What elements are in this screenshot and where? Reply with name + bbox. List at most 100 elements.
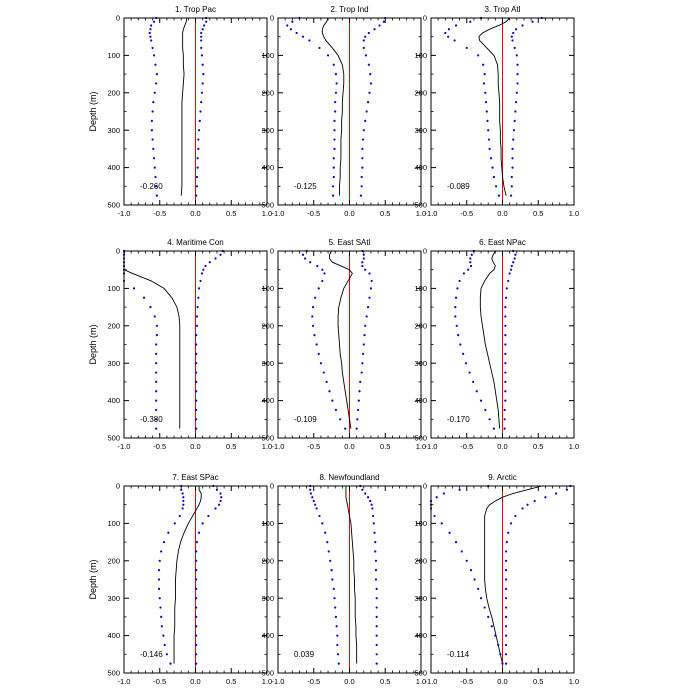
- y-tick-label: 200: [107, 321, 120, 330]
- y-tick-label: 300: [414, 594, 427, 603]
- upper-bound-point: [195, 427, 198, 430]
- mean-profile-line: [173, 486, 202, 664]
- upper-bound-point: [544, 496, 547, 499]
- x-tick-label: -1.0: [118, 677, 131, 686]
- lower-bound-point: [308, 39, 311, 42]
- lower-bound-point: [484, 101, 488, 104]
- lower-bound-point: [149, 28, 152, 31]
- lower-bound-point: [153, 91, 156, 94]
- x-tick-label: 1.0: [262, 209, 272, 218]
- x-tick-label: -0.5: [153, 442, 166, 451]
- upper-bound-point: [364, 119, 367, 122]
- y-tick-label: 400: [414, 163, 427, 172]
- upper-bound-point: [369, 73, 372, 76]
- lower-bound-point: [154, 63, 157, 66]
- upper-bound-point: [200, 272, 204, 275]
- upper-bound-point: [195, 408, 198, 412]
- upper-bound-point: [200, 35, 203, 38]
- lower-bound-point: [315, 343, 318, 346]
- x-tick-label: 0.0: [190, 677, 200, 686]
- upper-bound-point: [555, 492, 558, 495]
- upper-bound-point: [363, 334, 366, 337]
- lower-bound-point: [311, 315, 314, 318]
- panel-4: -1.0 -0.5 0.0 0.5 1.0 0 100 200 300 400 500 4. Mari…: [88, 238, 272, 451]
- upper-bound-point: [197, 138, 200, 141]
- lower-bound-point: [309, 488, 312, 491]
- upper-bound-point: [199, 279, 202, 283]
- upper-bound-point: [195, 559, 198, 562]
- lower-bound-point: [469, 20, 472, 23]
- upper-bound-point: [514, 110, 517, 113]
- lower-bound-point: [491, 166, 494, 169]
- lower-bound-point: [155, 408, 158, 412]
- x-tick-label: -0.5: [460, 209, 473, 218]
- lower-bound-point: [453, 39, 456, 42]
- upper-bound-point: [504, 334, 507, 337]
- lower-bound-point: [477, 587, 480, 590]
- lower-bound-point: [465, 46, 468, 50]
- lower-bound-point: [335, 625, 338, 628]
- lower-bound-point: [334, 408, 338, 412]
- y-tick-label: 100: [107, 51, 120, 60]
- lower-bound-point: [311, 324, 315, 327]
- panel-8: -1.0 -0.5 0.0 0.5 1.0 0 100 200 300 400 500 8. Newf…: [261, 473, 426, 686]
- upper-bound-point: [371, 507, 374, 510]
- mean-profile-line: [479, 250, 501, 429]
- upper-bound-point: [509, 268, 513, 271]
- y-axis-label: Depth (m): [88, 324, 98, 364]
- upper-bound-point: [370, 279, 373, 283]
- upper-bound-point: [512, 129, 516, 132]
- upper-bound-point: [504, 634, 508, 637]
- correlation-annotation: -0.146: [140, 650, 163, 659]
- upper-bound-point: [370, 503, 373, 506]
- x-tick-label: -1.0: [425, 442, 438, 451]
- upper-bound-point: [195, 380, 198, 383]
- lower-bound-point: [155, 362, 158, 365]
- upper-bound-point: [366, 496, 370, 499]
- lower-bound-point: [157, 569, 161, 572]
- upper-bound-point: [204, 264, 207, 268]
- upper-bound-point: [195, 334, 198, 337]
- lower-bound-point: [313, 334, 316, 337]
- lower-bound-point: [333, 138, 336, 141]
- upper-bound-point: [195, 587, 198, 590]
- x-tick-label: 1.0: [416, 677, 426, 686]
- upper-bound-point: [513, 119, 516, 122]
- lower-bound-point: [150, 39, 153, 42]
- lower-bound-point: [182, 503, 185, 506]
- upper-bound-point: [510, 35, 513, 38]
- upper-bound-point: [513, 46, 516, 50]
- upper-bound-point: [195, 662, 198, 665]
- upper-bound-point: [195, 615, 198, 619]
- lower-bound-point: [155, 334, 158, 337]
- lower-bound-point: [337, 662, 340, 665]
- y-tick-label: 400: [414, 396, 427, 405]
- upper-bound-point: [205, 20, 208, 23]
- upper-bound-point: [504, 390, 507, 393]
- panel-5: -1.0 -0.5 0.0 0.5 1.0 0 100 200 300 400 500 5. East…: [261, 238, 426, 451]
- x-tick-label: 0.0: [344, 677, 354, 686]
- panel-title: 9. Arctic: [488, 473, 516, 482]
- upper-bound-point: [375, 662, 378, 665]
- lower-bound-point: [159, 606, 162, 609]
- lower-bound-point: [333, 147, 336, 150]
- upper-bound-point: [195, 418, 198, 421]
- lower-bound-point: [317, 287, 320, 290]
- upper-bound-point: [533, 499, 536, 503]
- lower-bound-point: [336, 634, 339, 637]
- lower-bound-point: [454, 24, 458, 27]
- x-tick-label: 0.0: [497, 209, 507, 218]
- lower-bound-point: [479, 597, 483, 600]
- upper-bound-point: [364, 492, 367, 495]
- lower-bound-point: [334, 91, 338, 94]
- upper-bound-point: [378, 24, 381, 27]
- x-tick-label: -1.0: [118, 209, 131, 218]
- lower-bound-point: [479, 399, 483, 402]
- lower-bound-point: [486, 119, 489, 122]
- lower-bound-point: [462, 272, 465, 275]
- lower-bound-point: [501, 662, 504, 665]
- upper-bound-point: [515, 54, 518, 57]
- upper-bound-point: [197, 531, 201, 534]
- upper-bound-point: [195, 541, 199, 544]
